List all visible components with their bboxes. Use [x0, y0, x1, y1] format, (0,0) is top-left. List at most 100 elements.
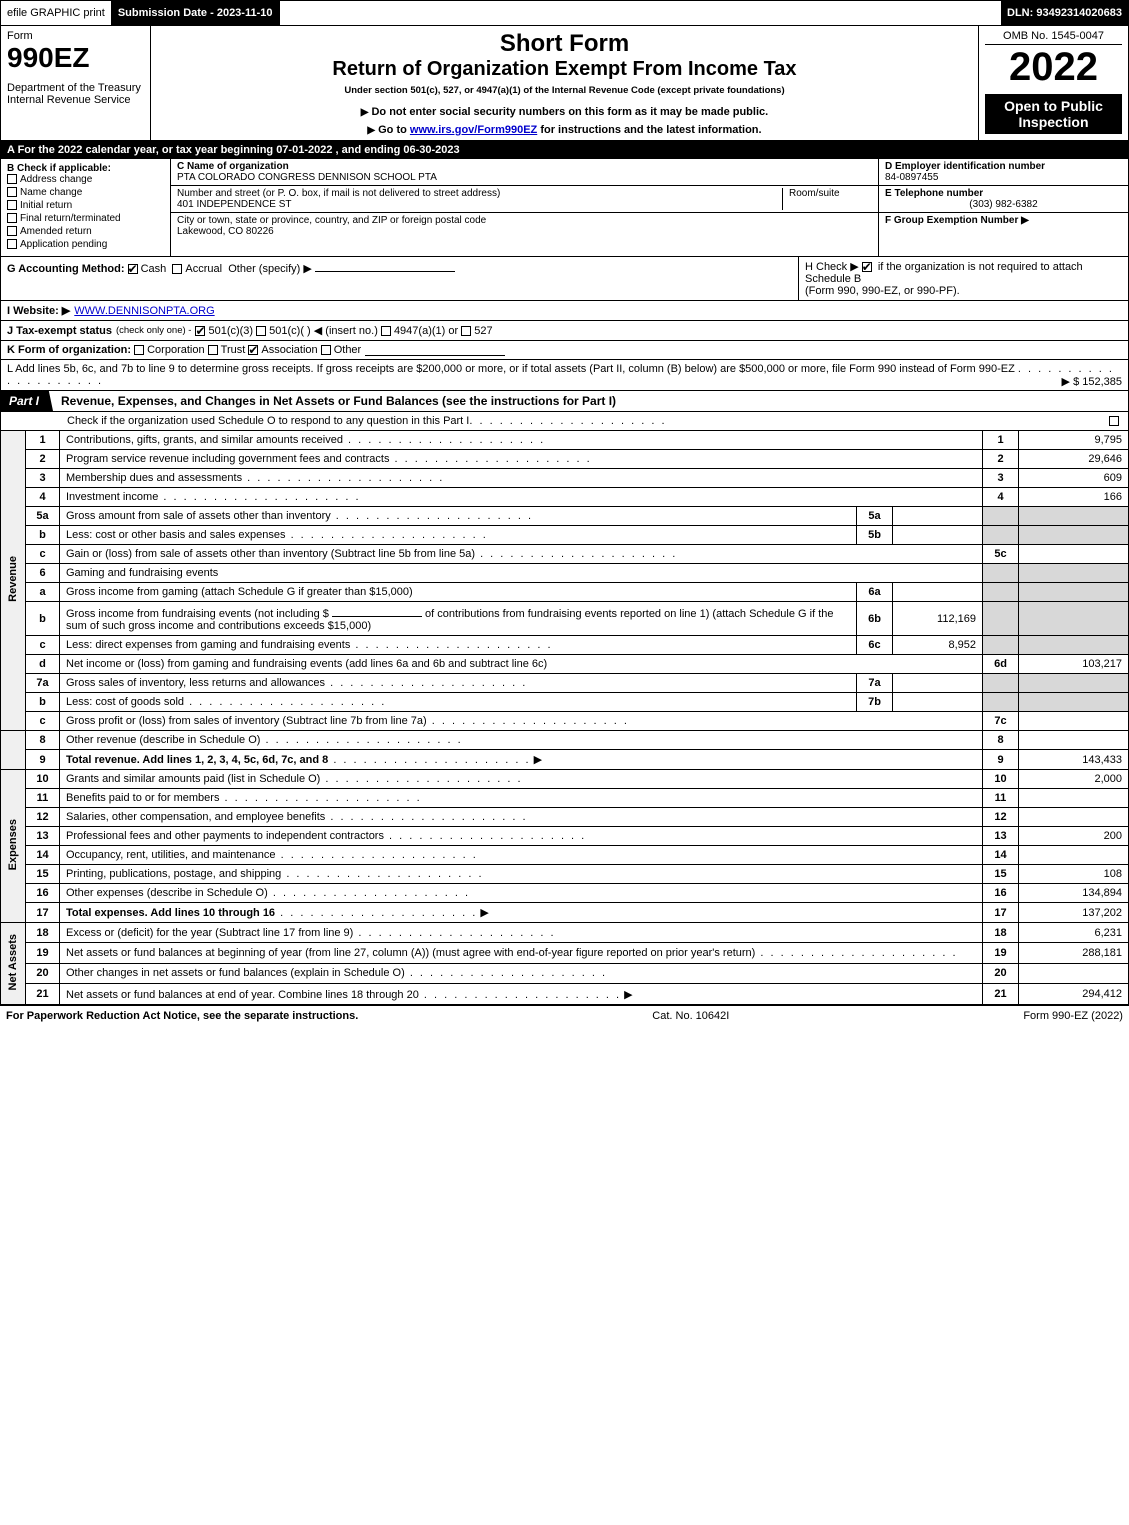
row-k: K Form of organization: Corporation Trus…	[0, 341, 1129, 360]
l6c-rv-shade	[1019, 636, 1129, 655]
l8-desc: Other revenue (describe in Schedule O)	[66, 734, 260, 746]
cb-501c[interactable]	[256, 326, 266, 336]
line-16: 16 Other expenses (describe in Schedule …	[1, 884, 1129, 903]
l5a-sv	[893, 507, 983, 526]
row-gh: G Accounting Method: Cash Accrual Other …	[0, 257, 1129, 301]
k-assoc: Association	[261, 344, 317, 356]
badge-line1: Open to Public	[989, 98, 1118, 114]
footer-mid: Cat. No. 10642I	[652, 1010, 729, 1022]
l6b-sv: 112,169	[893, 602, 983, 636]
cb-accrual[interactable]	[172, 264, 182, 274]
line-14: 14 Occupancy, rent, utilities, and maint…	[1, 846, 1129, 865]
cb-h[interactable]	[862, 262, 872, 272]
l16-desc: Other expenses (describe in Schedule O)	[66, 887, 268, 899]
cb-schedule-o[interactable]	[1109, 416, 1119, 426]
part1-title: Revenue, Expenses, and Changes in Net As…	[53, 394, 616, 408]
l6a-rn-shade	[983, 583, 1019, 602]
b-opt-initial[interactable]: Initial return	[7, 200, 164, 211]
l1-rn: 1	[983, 431, 1019, 450]
website-link[interactable]: WWW.DENNISONPTA.ORG	[74, 305, 214, 317]
ein-value: 84-0897455	[885, 172, 1122, 183]
l15-rn: 15	[983, 865, 1019, 884]
l3-desc: Membership dues and assessments	[66, 472, 242, 484]
l5b-rn-shade	[983, 526, 1019, 545]
l6-rv-shade	[1019, 564, 1129, 583]
l6a-sn: 6a	[857, 583, 893, 602]
l15-desc: Printing, publications, postage, and shi…	[66, 868, 281, 880]
l6c-sv: 8,952	[893, 636, 983, 655]
line-6: 6 Gaming and fundraising events	[1, 564, 1129, 583]
b-opt-amended[interactable]: Amended return	[7, 226, 164, 237]
line-7c: c Gross profit or (loss) from sales of i…	[1, 712, 1129, 731]
header-center: Short Form Return of Organization Exempt…	[151, 26, 978, 140]
cb-501c3[interactable]	[195, 326, 205, 336]
l2-rn: 2	[983, 450, 1019, 469]
b-opt-final[interactable]: Final return/terminated	[7, 213, 164, 224]
l15-rv: 108	[1019, 865, 1129, 884]
dept-treasury: Department of the Treasury	[7, 82, 144, 94]
l7a-sn: 7a	[857, 674, 893, 693]
form-word: Form	[7, 30, 144, 42]
l21-no: 21	[26, 984, 60, 1005]
j-o4: 527	[474, 325, 492, 337]
l8-rn: 8	[983, 731, 1019, 750]
l8-no: 8	[26, 731, 60, 750]
l21-rv: 294,412	[1019, 984, 1129, 1005]
b-opt-name[interactable]: Name change	[7, 187, 164, 198]
l5c-rv	[1019, 545, 1129, 564]
l13-desc: Professional fees and other payments to …	[66, 830, 384, 842]
l11-rn: 11	[983, 789, 1019, 808]
l7a-desc: Gross sales of inventory, less returns a…	[66, 677, 325, 689]
l7b-rv-shade	[1019, 693, 1129, 712]
header-subtitle: Under section 501(c), 527, or 4947(a)(1)…	[161, 85, 968, 96]
b-opt-4-label: Amended return	[20, 226, 92, 237]
cb-527[interactable]	[461, 326, 471, 336]
g-other-blank[interactable]	[315, 260, 455, 272]
l20-rv	[1019, 963, 1129, 983]
l20-desc: Other changes in net assets or fund bala…	[66, 967, 405, 979]
cb-other-org[interactable]	[321, 345, 331, 355]
bullet2-suffix: for instructions and the latest informat…	[537, 124, 761, 136]
cb-4947[interactable]	[381, 326, 391, 336]
footer-left: For Paperwork Reduction Act Notice, see …	[6, 1010, 358, 1022]
phone-label: E Telephone number	[885, 188, 1122, 199]
l9-desc: Total revenue. Add lines 1, 2, 3, 4, 5c,…	[66, 754, 328, 766]
row-i: I Website: ▶ WWW.DENNISONPTA.ORG	[0, 301, 1129, 321]
cb-assoc[interactable]	[248, 345, 258, 355]
l11-desc: Benefits paid to or for members	[66, 792, 219, 804]
section-b: B Check if applicable: Address change Na…	[1, 159, 171, 256]
l3-rn: 3	[983, 469, 1019, 488]
bcd-box: B Check if applicable: Address change Na…	[0, 159, 1129, 257]
irs-link[interactable]: www.irs.gov/Form990EZ	[410, 124, 537, 136]
line-17: 17 Total expenses. Add lines 10 through …	[1, 903, 1129, 923]
section-c: C Name of organization PTA COLORADO CONG…	[171, 159, 878, 256]
cb-trust[interactable]	[208, 345, 218, 355]
line-19: 19 Net assets or fund balances at beginn…	[1, 943, 1129, 963]
k-other: Other	[334, 344, 362, 356]
b-opt-address[interactable]: Address change	[7, 174, 164, 185]
l1-rv: 9,795	[1019, 431, 1129, 450]
line-3: 3 Membership dues and assessments 3 609	[1, 469, 1129, 488]
l6-rn-shade	[983, 564, 1019, 583]
cb-corp[interactable]	[134, 345, 144, 355]
g-accrual: Accrual	[185, 263, 222, 275]
section-def: D Employer identification number 84-0897…	[878, 159, 1128, 256]
l6b-rn-shade	[983, 602, 1019, 636]
b-opt-pending[interactable]: Application pending	[7, 239, 164, 250]
l6b-d1: Gross income from fundraising events (no…	[66, 608, 329, 620]
j-small: (check only one) -	[116, 325, 192, 336]
l7c-desc: Gross profit or (loss) from sales of inv…	[66, 715, 427, 727]
cb-cash[interactable]	[128, 264, 138, 274]
b-opt-3-label: Final return/terminated	[20, 213, 121, 224]
l6b-blank[interactable]	[332, 605, 422, 617]
header-bullet1: Do not enter social security numbers on …	[161, 106, 968, 118]
l3-rv: 609	[1019, 469, 1129, 488]
h-text3: (Form 990, 990-EZ, or 990-PF).	[805, 285, 960, 297]
l5c-desc: Gain or (loss) from sale of assets other…	[66, 548, 475, 560]
l2-desc: Program service revenue including govern…	[66, 453, 389, 465]
submission-date: Submission Date - 2023-11-10	[112, 1, 280, 25]
part1-header: Part I Revenue, Expenses, and Changes in…	[0, 391, 1129, 412]
k-other-blank[interactable]	[365, 344, 505, 356]
topbar: efile GRAPHIC print Submission Date - 20…	[0, 0, 1129, 26]
l9-rv: 143,433	[1019, 750, 1129, 770]
